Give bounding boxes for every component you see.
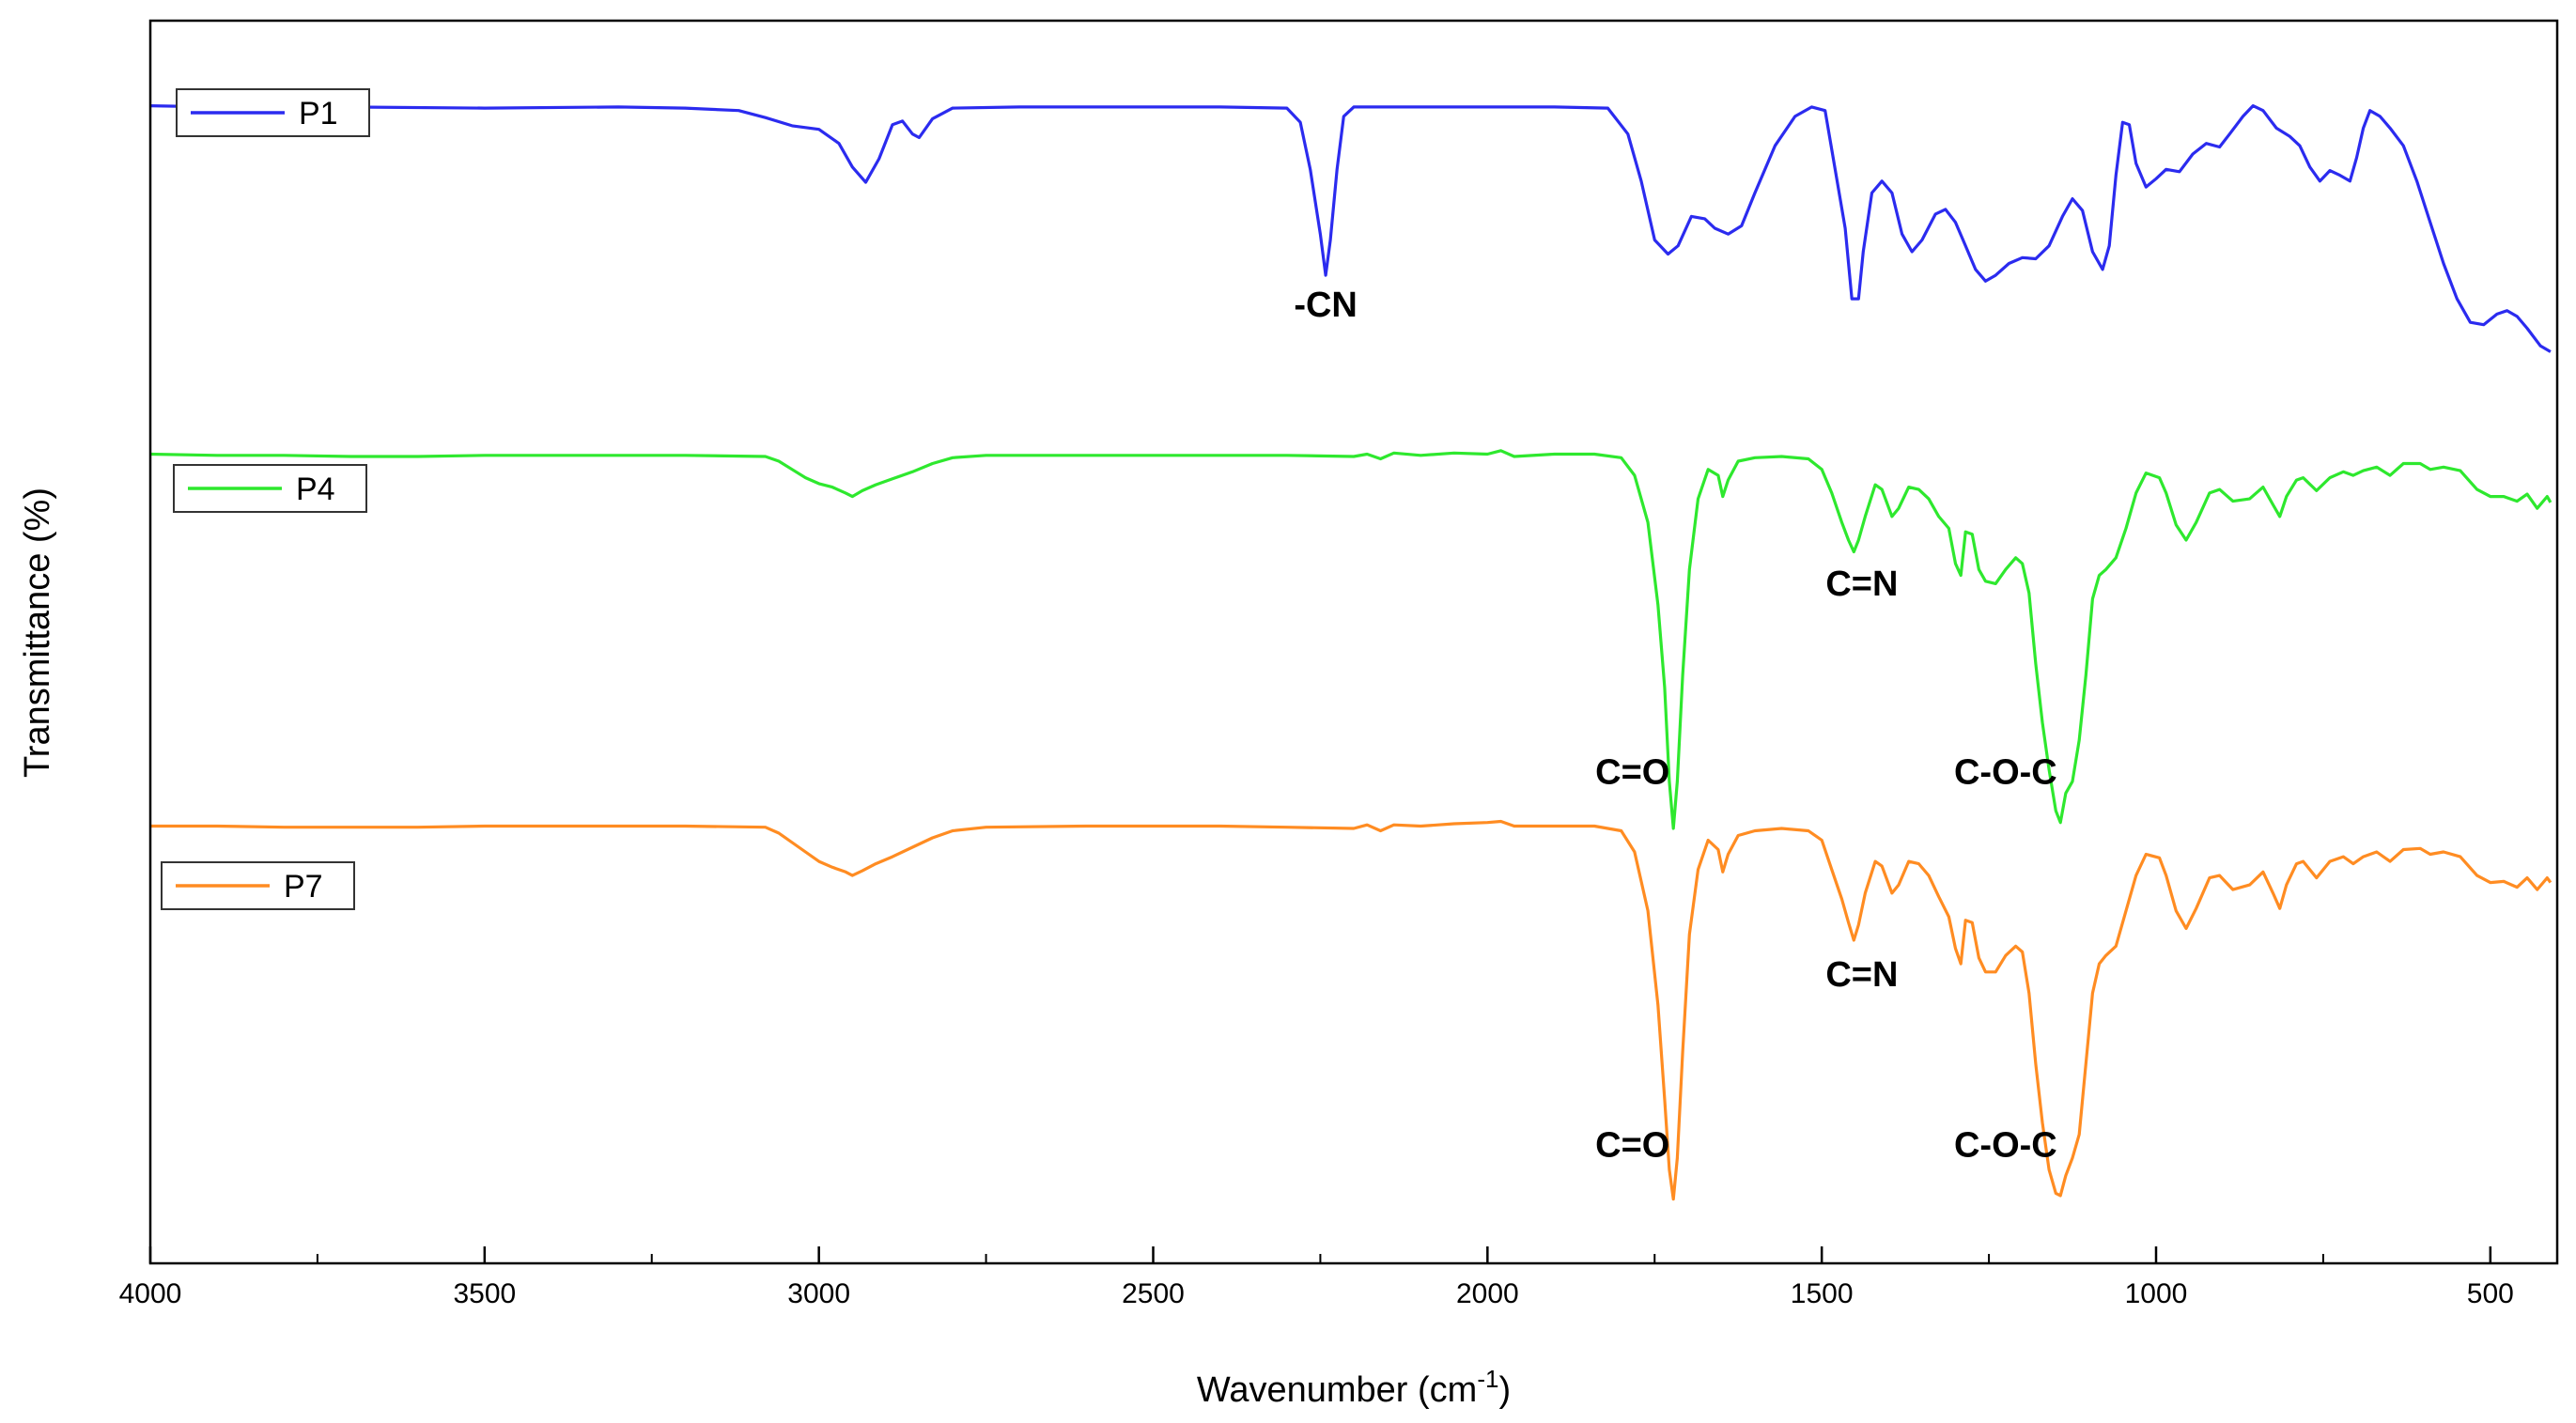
x-axis-title-superscript: -1 <box>1477 1365 1498 1393</box>
peak-annotation: C=N <box>1825 565 1898 604</box>
legend-p7: P7 <box>161 861 355 910</box>
series-line-p7 <box>150 819 2553 1201</box>
series-layer <box>149 104 2553 1201</box>
plot-frame <box>148 19 2559 1265</box>
peak-annotation: C=O <box>1595 1126 1669 1166</box>
x-tick-label: 2000 <box>1456 1278 1519 1309</box>
legend-label: P7 <box>284 869 323 905</box>
peak-annotation: C-O-C <box>1954 1126 2057 1166</box>
y-axis-title: Transmittance (%) <box>18 487 57 778</box>
legend-label: P4 <box>296 472 335 507</box>
x-tick-label: 1500 <box>1791 1278 1854 1309</box>
x-tick-label: 3000 <box>787 1278 850 1309</box>
x-axis-title-main: Wavenumber (cm <box>1197 1370 1477 1410</box>
series-line-p1 <box>149 104 2552 353</box>
x-tick-label: 2500 <box>1122 1278 1185 1309</box>
annotation-layer: -CN C=N C=O C-O-C C=N C=O C-O-C <box>1294 286 2056 1166</box>
peak-annotation: C-O-C <box>1954 752 2057 792</box>
x-tick-label: 500 <box>2467 1278 2514 1309</box>
x-axis-title: Wavenumber (cm-1) <box>1197 1365 1511 1410</box>
x-tick-label: 1000 <box>2125 1278 2188 1309</box>
legend-layer: P1 P4 P7 <box>161 88 370 910</box>
x-tick-label: 3500 <box>453 1278 516 1309</box>
x-axis: 4000 3500 3000 2500 2000 1500 1000 500 <box>119 1246 2514 1309</box>
peak-annotation: C=N <box>1825 955 1898 995</box>
legend-p4: P4 <box>173 464 367 513</box>
legend-label: P1 <box>299 96 338 131</box>
x-tick-label: 4000 <box>119 1278 182 1309</box>
x-axis-title-suffix: ) <box>1498 1370 1511 1410</box>
peak-annotation: -CN <box>1294 286 1358 325</box>
legend-p1: P1 <box>176 88 370 137</box>
series-line-p4 <box>149 449 2553 830</box>
peak-annotation: C=O <box>1595 752 1669 792</box>
